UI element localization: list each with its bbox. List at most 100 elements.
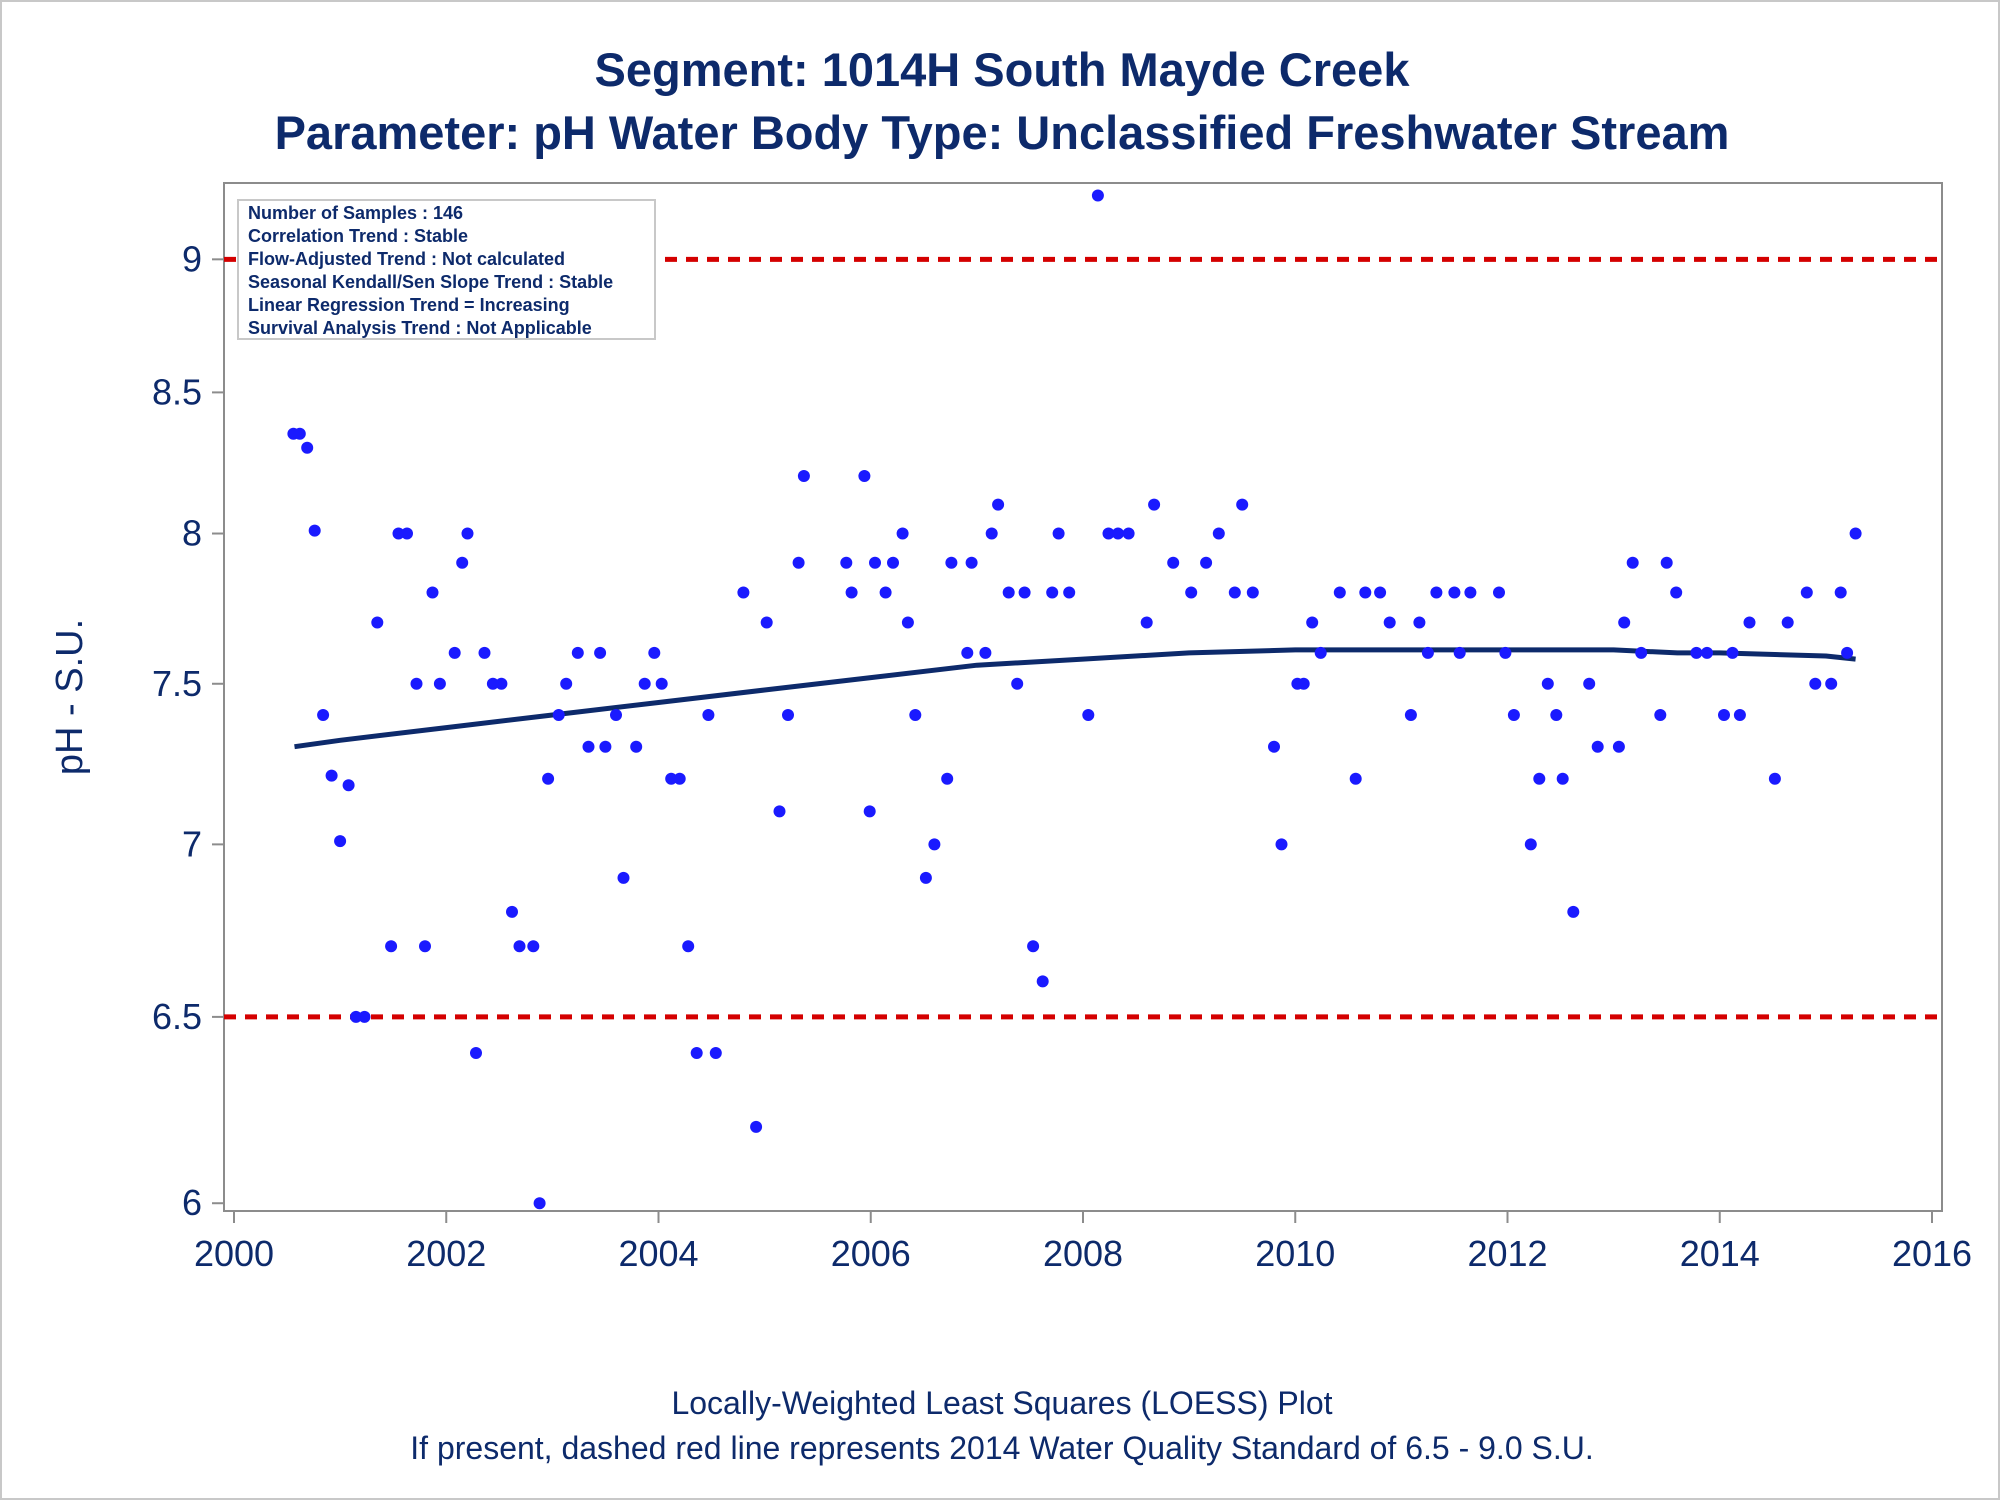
data-point (1046, 586, 1059, 599)
data-point (690, 1047, 703, 1059)
data-point (1618, 616, 1631, 629)
data-point (342, 779, 355, 792)
data-point (1849, 527, 1862, 540)
data-point (1430, 586, 1443, 599)
data-point (594, 646, 607, 659)
data-point (610, 709, 622, 721)
data-point (1825, 677, 1838, 690)
stats-line-flow-adjusted: Flow-Adjusted Trend : Not calculated (248, 249, 565, 269)
y-tick-label: 7.5 (152, 663, 202, 704)
x-tick-label: 2000 (194, 1233, 274, 1274)
data-point (506, 905, 518, 918)
data-point (1036, 975, 1049, 988)
data-point (1556, 772, 1569, 785)
data-point (527, 940, 540, 953)
data-point (1404, 709, 1417, 721)
data-point (1499, 646, 1512, 659)
data-point (533, 1197, 546, 1210)
data-point (840, 556, 853, 569)
x-tick-label: 2014 (1680, 1233, 1760, 1274)
data-point (419, 940, 431, 953)
data-point (1148, 498, 1161, 511)
data-point (965, 556, 978, 569)
data-point (928, 838, 941, 851)
data-point (792, 556, 805, 569)
data-point (782, 709, 794, 721)
data-point (1448, 586, 1461, 599)
data-point (1800, 586, 1813, 599)
data-point (571, 646, 584, 659)
x-tick-label: 2008 (1043, 1233, 1123, 1274)
data-point (1670, 586, 1683, 599)
data-point (1314, 646, 1327, 659)
data-point (1743, 616, 1756, 629)
stats-line-survival: Survival Analysis Trend : Not Applicable (248, 318, 592, 338)
y-tick-label: 9 (182, 238, 202, 279)
data-point (1228, 586, 1241, 599)
data-point (293, 427, 306, 440)
data-point (961, 646, 974, 659)
data-point (599, 740, 612, 753)
data-point (1306, 616, 1319, 629)
data-point (1421, 646, 1434, 659)
data-point (470, 1047, 482, 1059)
data-point (1018, 586, 1031, 599)
data-point (1011, 677, 1024, 690)
data-point (1841, 646, 1854, 659)
data-point (478, 646, 491, 659)
data-point (648, 646, 661, 659)
data-point (1733, 709, 1746, 721)
data-point (448, 646, 461, 659)
data-point (1122, 527, 1135, 540)
data-point (461, 527, 474, 540)
y-tick-label: 6.5 (152, 996, 202, 1037)
data-point (682, 940, 695, 953)
x-tick-label: 2012 (1467, 1233, 1547, 1274)
data-point (1333, 586, 1346, 599)
data-point (655, 677, 668, 690)
data-point (426, 586, 439, 599)
axes-layer: 6 6.5 7 7.5 8 8.5 9 2000 2002 2004 2006 2008 2010 201… (152, 238, 1972, 1274)
data-point (1102, 527, 1115, 540)
x-tick-label: 2010 (1255, 1233, 1335, 1274)
y-tick-label: 7 (182, 823, 202, 864)
data-point (1718, 709, 1730, 721)
data-point (486, 677, 499, 690)
data-point (1374, 586, 1387, 599)
footnote-loess: Locally-Weighted Least Squares (LOESS) P… (671, 1385, 1332, 1421)
data-point (709, 1047, 722, 1059)
data-point (1349, 772, 1362, 785)
data-point (1834, 586, 1847, 599)
data-point (560, 677, 573, 690)
data-point (350, 1010, 362, 1023)
data-point (1246, 586, 1259, 599)
chart-subtitle: Parameter: pH Water Body Type: Unclassif… (275, 106, 1730, 159)
data-point (869, 556, 881, 569)
data-point (371, 616, 384, 629)
data-point (702, 709, 715, 721)
data-point (1212, 527, 1225, 540)
y-tick-label: 8 (182, 513, 202, 554)
y-tick-label: 8.5 (152, 371, 202, 412)
data-point (909, 709, 922, 721)
data-point (901, 616, 914, 629)
data-point (1660, 556, 1673, 569)
data-point (1027, 940, 1040, 953)
data-point (1236, 498, 1249, 511)
stats-line-seasonal-kendall: Seasonal Kendall/Sen Slope Trend : Stabl… (248, 272, 613, 292)
data-point (992, 498, 1005, 511)
data-point (1768, 772, 1781, 785)
data-point (1493, 586, 1505, 599)
data-point (1626, 556, 1639, 569)
data-point (896, 527, 909, 540)
data-point (410, 677, 423, 690)
data-point (334, 835, 347, 848)
y-axis-label: pH - S.U. (49, 619, 91, 775)
data-point (1091, 189, 1104, 202)
x-tick-label: 2016 (1892, 1233, 1972, 1274)
x-tick-label: 2004 (618, 1233, 698, 1274)
data-point (617, 871, 630, 884)
loess-layer (294, 647, 1856, 750)
